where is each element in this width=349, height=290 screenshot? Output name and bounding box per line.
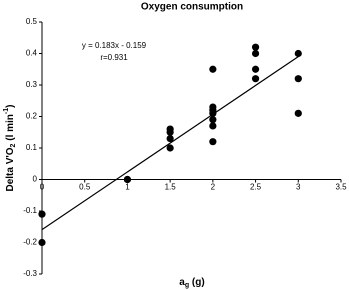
x-axis-label: ag (g) [179, 277, 204, 289]
trend-line [41, 56, 299, 231]
annotation: y = 0.183x - 0.159 [82, 41, 147, 50]
y-tick-label: 0.5 [26, 17, 38, 26]
x-tick-label: 0.5 [79, 183, 91, 192]
x-tick-label: 1 [125, 183, 130, 192]
x-tick-label: 0 [40, 183, 45, 192]
y-tick-label: -0.2 [23, 238, 37, 247]
point [251, 75, 260, 83]
x-label-part: (g) [189, 277, 205, 288]
y-tick-label: -0.1 [23, 206, 37, 215]
x-tick-label: 2 [211, 183, 216, 192]
point [38, 210, 46, 218]
y-label-sup: -1 [3, 108, 10, 114]
y-tick-label: 0.1 [26, 143, 38, 152]
point [294, 49, 302, 58]
y-tick-label: 0.3 [26, 80, 38, 89]
point [251, 43, 260, 51]
y-axis-label: Delta V'O2 (l min-1) [3, 105, 17, 192]
point [166, 128, 174, 136]
point [166, 144, 174, 152]
y-label-part: Delta V'O [5, 147, 16, 191]
point [38, 238, 46, 247]
x-label-sub: g [185, 282, 189, 289]
x-tick-label: 2.5 [250, 183, 262, 192]
y-label-part: ) [5, 105, 16, 108]
point [294, 75, 302, 83]
point [209, 109, 217, 117]
x-tick-label: 3.5 [335, 183, 347, 192]
point [251, 49, 260, 58]
y-label-part: (l min [5, 114, 16, 143]
point [209, 122, 217, 130]
point [294, 109, 302, 117]
y-tick-label: 0.2 [26, 112, 38, 121]
x-tick-label: 1.5 [165, 183, 177, 192]
y-label-sub: 2 [10, 143, 17, 147]
x-tick-label: 3 [296, 183, 301, 192]
point [209, 65, 217, 73]
point [166, 134, 174, 143]
chart-title: Oxygen consumption [141, 2, 243, 13]
point [209, 138, 217, 146]
y-tick-label: 0 [33, 175, 38, 184]
y-tick-label: -0.3 [23, 269, 37, 278]
x-label-part: a [179, 277, 185, 288]
point [209, 116, 217, 124]
point [251, 65, 260, 73]
point [123, 175, 132, 184]
annotation: r=0.931 [100, 53, 128, 62]
y-tick-label: 0.4 [26, 49, 38, 58]
